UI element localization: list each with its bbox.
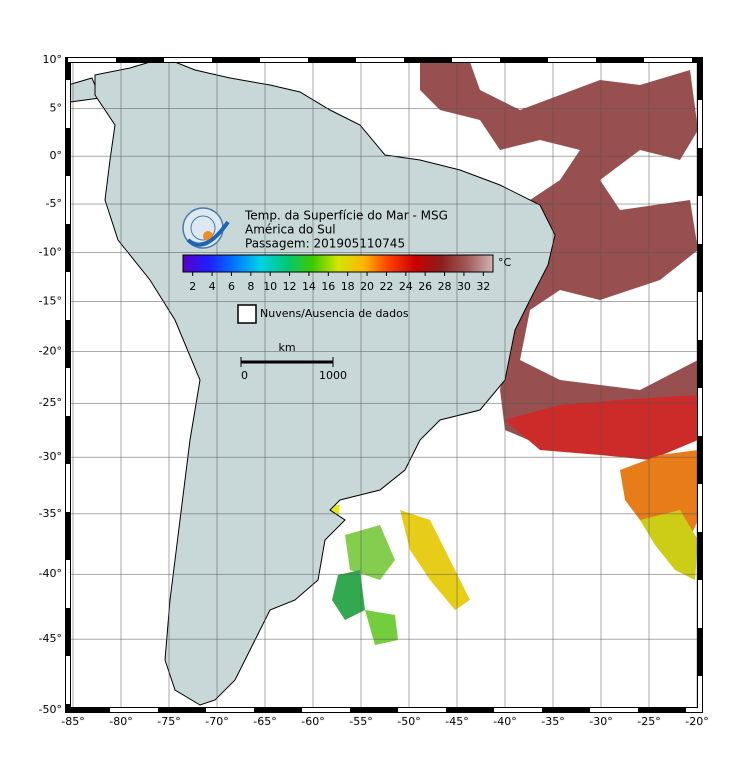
colorbar-label: 16 [321, 280, 335, 293]
legend-label: Nuvens/Ausencia de dados [260, 307, 409, 320]
colorbar-label: 2 [189, 280, 196, 293]
lon-label: -35° [541, 715, 564, 728]
logo [182, 207, 230, 249]
lat-label: -50° [39, 703, 62, 716]
colorbar-label: 32 [476, 280, 490, 293]
scale-unit: km [278, 341, 295, 354]
lat-label: 5° [50, 101, 63, 114]
lon-label: -50° [397, 715, 420, 728]
colorbar-label: 12 [283, 280, 297, 293]
lat-label: -30° [39, 450, 62, 463]
colorbar-label: 8 [247, 280, 254, 293]
lat-label: -15° [39, 294, 62, 307]
colorbar-label: 6 [228, 280, 235, 293]
lat-label: -25° [39, 396, 62, 409]
frame-pattern [66, 58, 702, 712]
colorbar-unit: °C [498, 256, 512, 269]
lat-label: -5° [46, 197, 62, 210]
lat-label: -45° [39, 632, 62, 645]
colorbar-label: 26 [418, 280, 432, 293]
lon-label: -75° [157, 715, 180, 728]
colorbar [182, 254, 494, 273]
title-line: Temp. da Superfície do Mar - MSG [244, 209, 448, 223]
lon-label: -85° [61, 715, 84, 728]
lat-label: 10° [43, 53, 63, 66]
lat-label: -40° [39, 567, 62, 580]
title-line: Passagem: 201905110745 [245, 237, 405, 251]
lon-label: -45° [445, 715, 468, 728]
colorbar-label: 28 [438, 280, 452, 293]
lon-label: -55° [349, 715, 372, 728]
lon-label: -80° [109, 715, 132, 728]
scale-label: 1000 [319, 369, 347, 382]
lon-label: -20° [685, 715, 708, 728]
colorbar-label: 22 [379, 280, 393, 293]
lat-label: -20° [39, 344, 62, 357]
colorbar-label: 18 [341, 280, 355, 293]
lon-label: -25° [637, 715, 660, 728]
colorbar-label: 20 [360, 280, 374, 293]
lat-label: 0° [50, 149, 63, 162]
colorbar-label: 30 [457, 280, 471, 293]
title-line: América do Sul [245, 223, 336, 237]
colorbar-label: 4 [209, 280, 216, 293]
scale-label: 0 [241, 369, 248, 382]
colorbar-label: 24 [399, 280, 413, 293]
legend-swatch [237, 304, 257, 324]
lon-label: -30° [589, 715, 612, 728]
colorbar-label: 10 [263, 280, 277, 293]
lon-label: -40° [493, 715, 516, 728]
lon-label: -65° [253, 715, 276, 728]
lat-label: -10° [39, 245, 62, 258]
lon-label: -70° [205, 715, 228, 728]
lat-label: -35° [39, 507, 62, 520]
lon-label: -60° [301, 715, 324, 728]
colorbar-label: 14 [302, 280, 316, 293]
